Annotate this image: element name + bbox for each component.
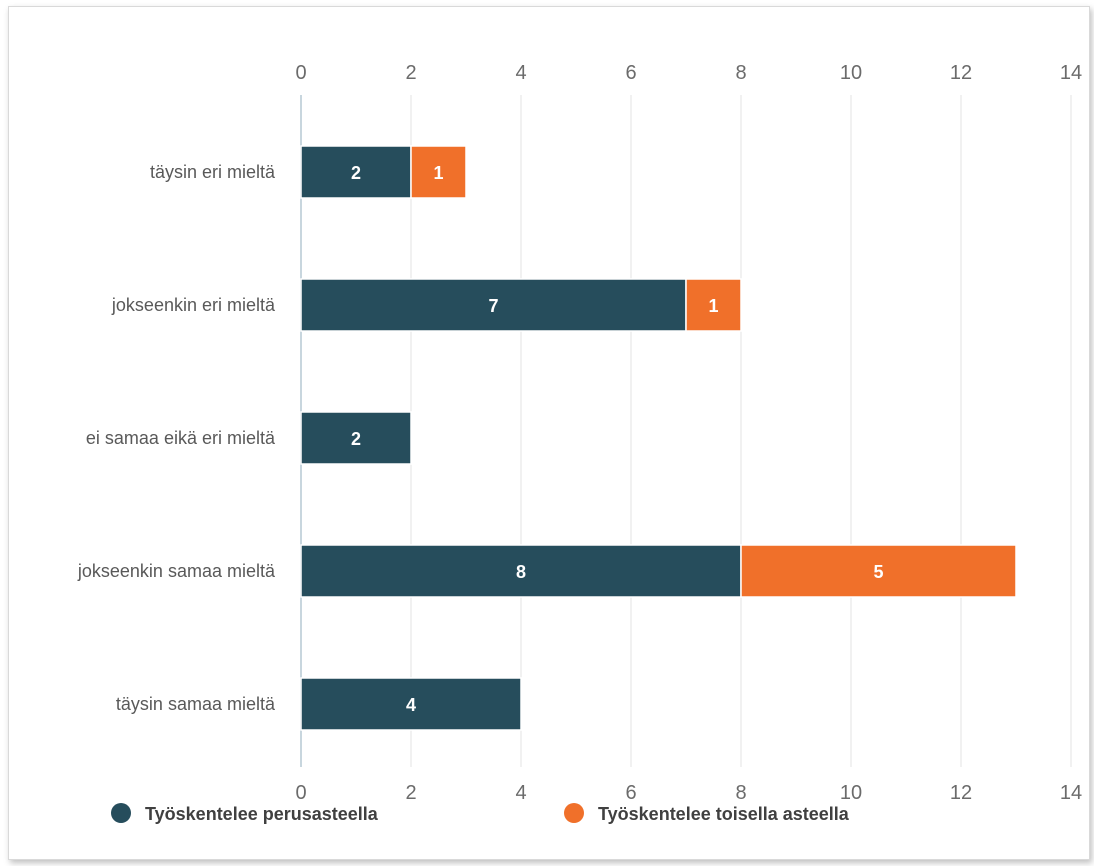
category-label: jokseenkin eri mieltä: [111, 295, 276, 315]
bar-value-label: 4: [406, 695, 416, 715]
legend-marker: [564, 803, 584, 823]
bar-value-label: 5: [873, 562, 883, 582]
legend-label: Työskentelee toisella asteella: [598, 804, 850, 824]
bar-value-label: 2: [351, 429, 361, 449]
x-tick-label-bottom: 0: [295, 782, 306, 804]
legend-marker: [111, 803, 131, 823]
x-tick-label-top: 2: [405, 62, 416, 84]
category-label: täysin samaa mieltä: [116, 694, 276, 714]
x-tick-label-bottom: 12: [950, 782, 972, 804]
bar-value-label: 2: [351, 163, 361, 183]
x-axis-bottom-ticks: 0 2 4 6 8 10 12 14: [295, 782, 1082, 804]
bar-value-label: 1: [708, 296, 718, 316]
bar-segment: [300, 544, 742, 598]
category-label: ei samaa eikä eri mieltä: [86, 428, 276, 448]
x-tick-label-top: 0: [295, 62, 306, 84]
x-axis-top-ticks: 0 2 4 6 8 10 12 14: [295, 62, 1082, 84]
category-label: täysin eri mieltä: [150, 162, 276, 182]
bar-segment: [300, 411, 412, 465]
bar-value-label: 7: [488, 296, 498, 316]
x-tick-label-top: 14: [1060, 62, 1082, 84]
category-labels: täysin eri mieltä jokseenkin eri mieltä ei…: [77, 162, 276, 714]
chart-frame: 0 2 4 6 8 10 12 14 0 2 4 6 8 10 12 14 täysin eri mielt…: [8, 6, 1090, 860]
x-tick-label-bottom: 4: [515, 782, 526, 804]
x-tick-label-bottom: 10: [840, 782, 862, 804]
x-tick-label-top: 12: [950, 62, 972, 84]
bar-segment: [300, 677, 522, 731]
bar-segment: [685, 278, 742, 332]
x-tick-label-top: 6: [625, 62, 636, 84]
x-tick-label-top: 8: [735, 62, 746, 84]
x-tick-label-top: 10: [840, 62, 862, 84]
bar-value-label: 8: [516, 562, 526, 582]
bar-segment: [740, 544, 1017, 598]
legend-label: Työskentelee perusasteella: [145, 804, 379, 824]
x-tick-label-bottom: 6: [625, 782, 636, 804]
legend: Työskentelee perusasteella Työskentelee t…: [111, 803, 850, 824]
category-label: jokseenkin samaa mieltä: [77, 561, 276, 581]
x-tick-label-top: 4: [515, 62, 526, 84]
bar-segment: [300, 145, 412, 199]
bar-value-label: 1: [433, 163, 443, 183]
bars: 2 1 7 1 2 8 5 4: [300, 145, 1017, 731]
bar-segment: [410, 145, 467, 199]
x-tick-label-bottom: 14: [1060, 782, 1082, 804]
x-tick-label-bottom: 2: [405, 782, 416, 804]
x-tick-label-bottom: 8: [735, 782, 746, 804]
stacked-bar-chart: 0 2 4 6 8 10 12 14 0 2 4 6 8 10 12 14 täysin eri mielt…: [77, 62, 1082, 824]
